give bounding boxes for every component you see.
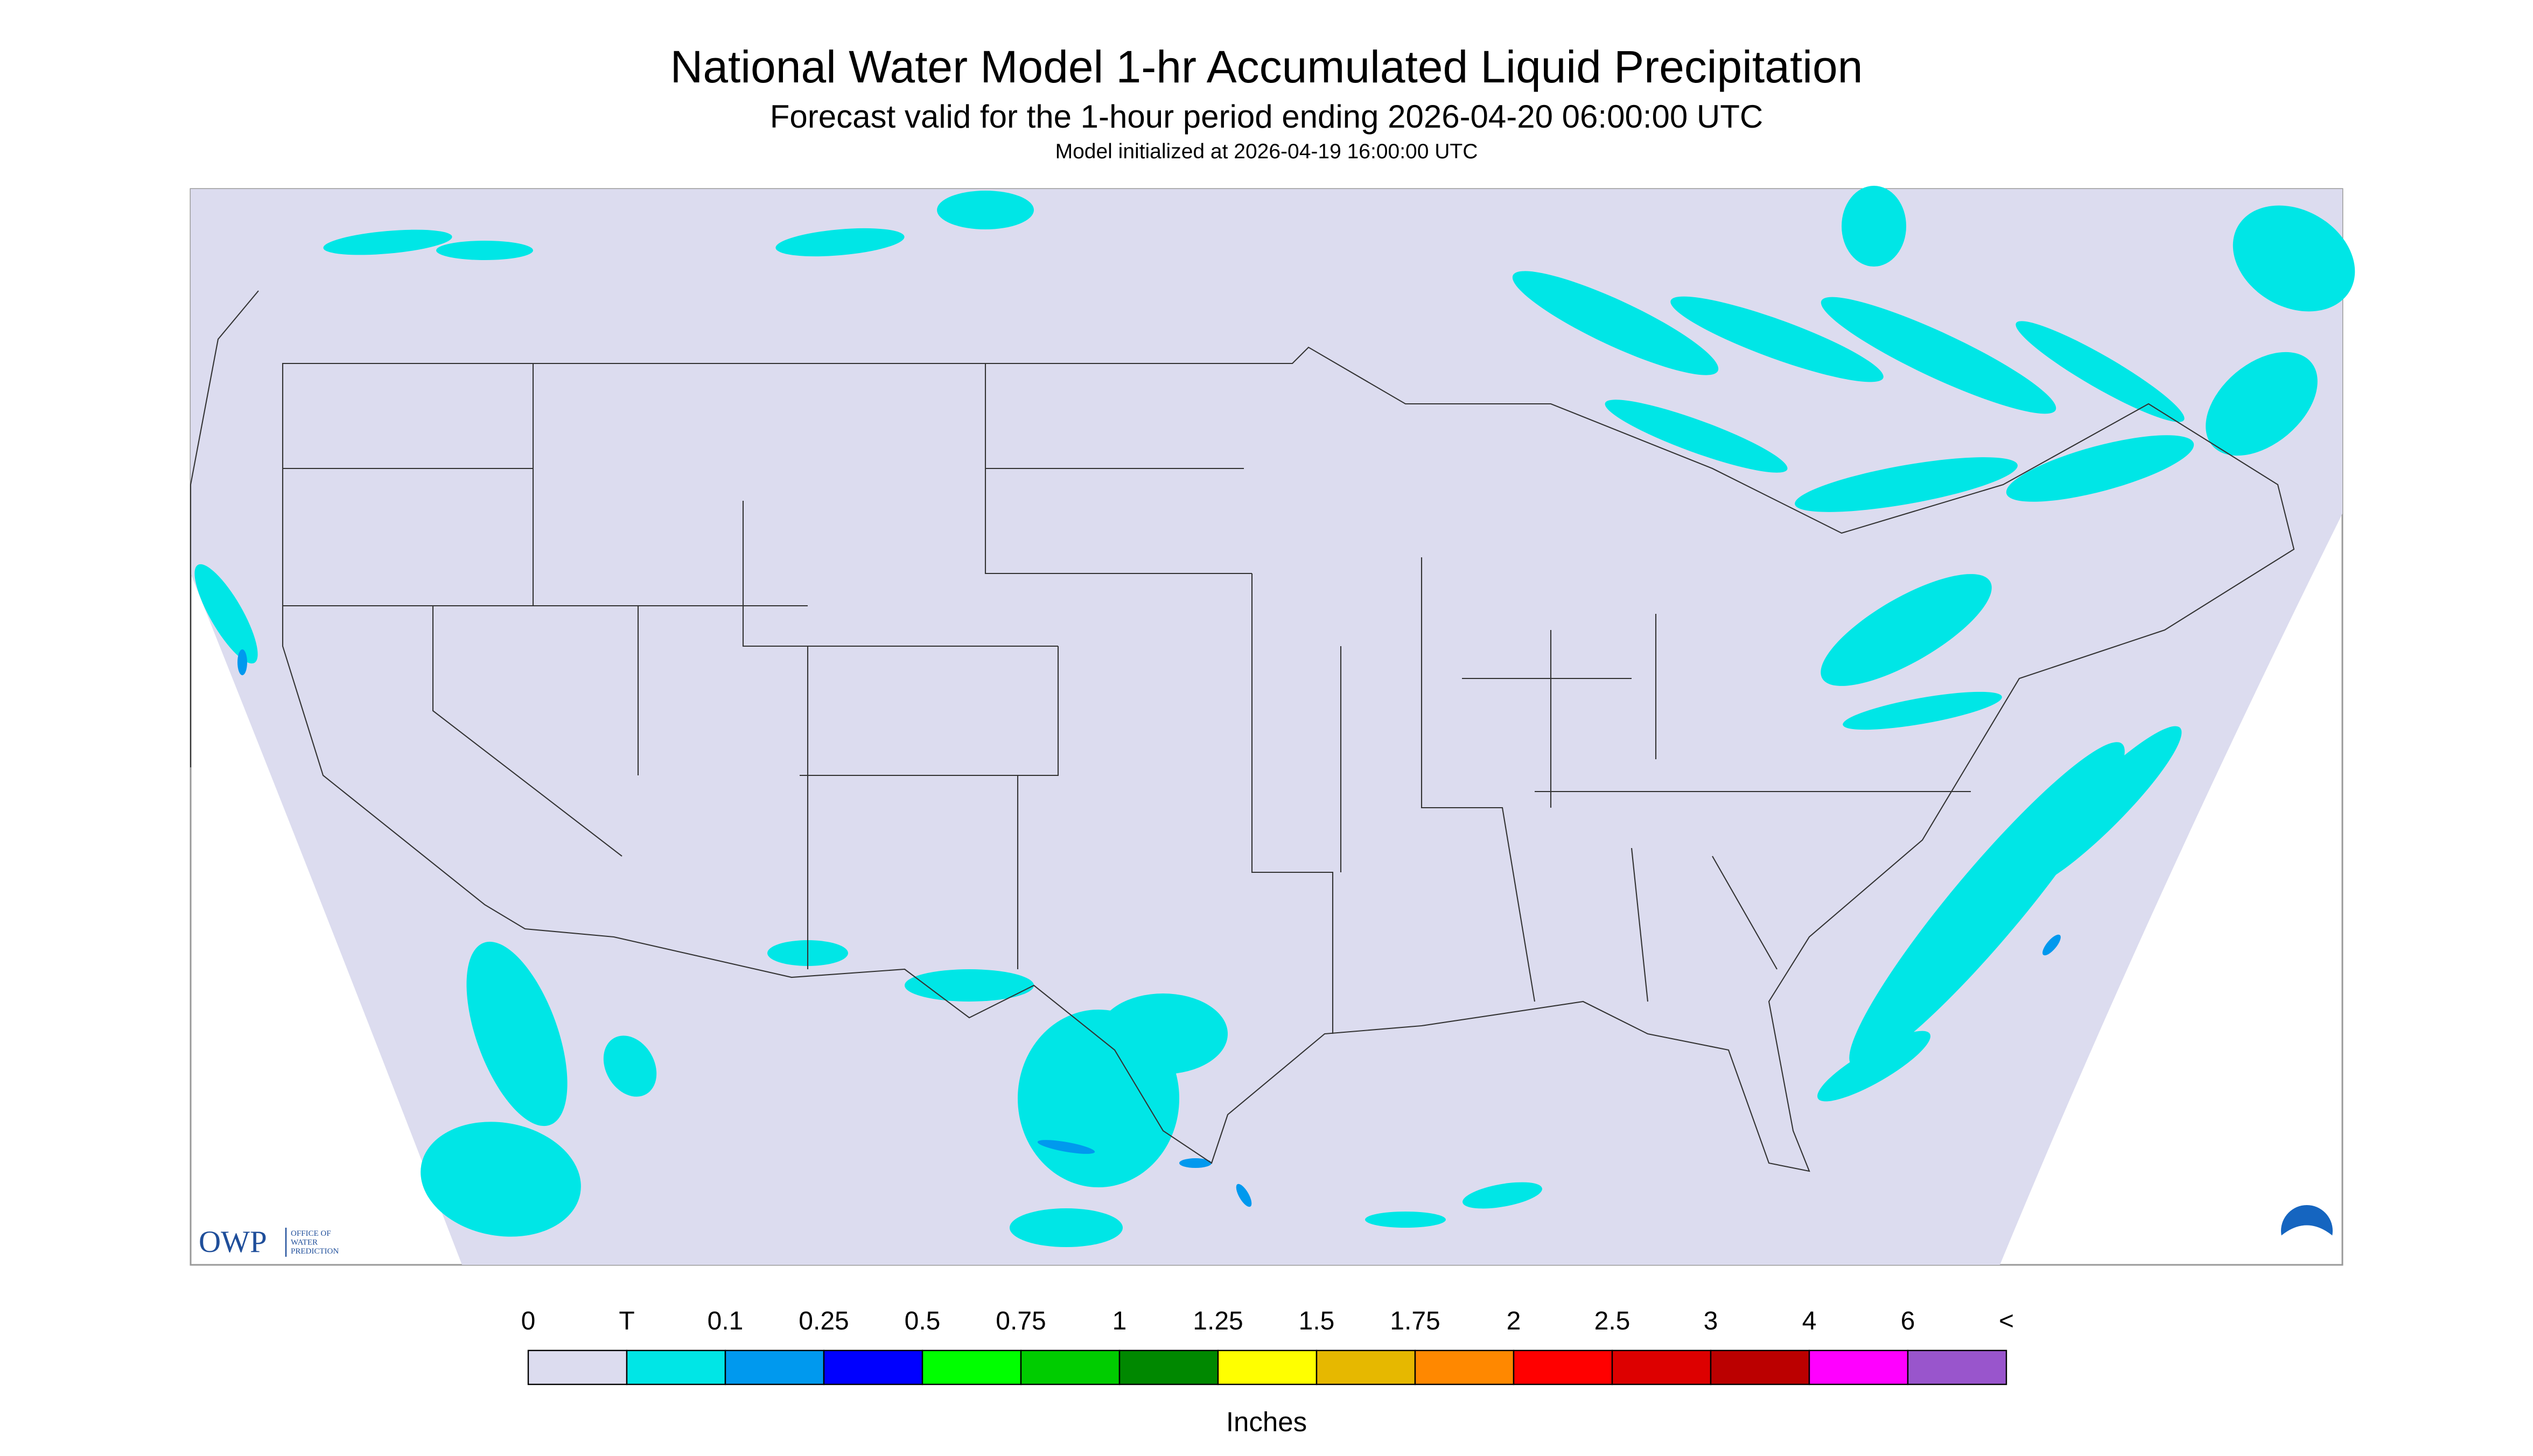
legend-label: 0.1 — [708, 1307, 744, 1335]
init-note: Model initialized at 2026-04-19 16:00:00… — [1055, 140, 1478, 163]
legend: Inches 0 T 0.1 0.25 0.5 0.75 1 1.25 1.5 1.75 2 2.5 3… — [521, 1307, 2014, 1437]
precip-area — [1605, 400, 1788, 473]
logo-subtext: OFFICE OF — [291, 1229, 331, 1238]
precip-area — [1098, 993, 1228, 1075]
precip-area — [2233, 205, 2355, 312]
precip-area — [421, 1122, 581, 1237]
precip-area-heavy — [1236, 1184, 1252, 1207]
precip-area — [1670, 296, 1884, 382]
precip-area — [1365, 1212, 1446, 1228]
model-domain — [191, 189, 2342, 1265]
precip-area — [1010, 1208, 1123, 1248]
legend-swatch — [1020, 1349, 1121, 1385]
legend-swatch — [1414, 1349, 1515, 1385]
legend-swatch — [1513, 1349, 1613, 1385]
precip-area — [603, 1035, 657, 1097]
legend-swatch — [1316, 1349, 1416, 1385]
precip-area — [2018, 726, 2182, 890]
precip-area-heavy — [2042, 934, 2061, 956]
precip-area — [937, 191, 1034, 230]
precip-area — [1512, 271, 1719, 375]
precip-area-heavy — [1179, 1158, 1212, 1168]
legend-swatch — [724, 1349, 825, 1385]
title: National Water Model 1-hr Accumulated Li… — [670, 41, 1863, 92]
precip-area — [1795, 457, 2018, 512]
logo-text: OWP — [199, 1225, 267, 1259]
precip-area — [1817, 1031, 1930, 1102]
legend-swatch — [823, 1349, 923, 1385]
legend-swatch — [1611, 1349, 1712, 1385]
precip-area — [905, 969, 1034, 1002]
legend-label: 1.75 — [1390, 1307, 1440, 1335]
legend-label: 0.5 — [905, 1307, 941, 1335]
legend-swatch — [527, 1349, 628, 1385]
legend-label: 1.25 — [1193, 1307, 1243, 1335]
legend-label: < — [1999, 1307, 2014, 1335]
precip-area-heavy — [237, 649, 247, 676]
map — [190, 186, 2355, 1266]
legend-swatch — [1907, 1349, 2007, 1385]
precip-area — [436, 241, 533, 261]
legend-label: T — [619, 1307, 634, 1335]
precip-area — [466, 941, 568, 1126]
precip-area — [1843, 691, 2002, 730]
legend-swatch — [1217, 1349, 1318, 1385]
legend-label: 0 — [521, 1307, 536, 1335]
precip-area — [1463, 1182, 1542, 1209]
legend-label: 2 — [1507, 1307, 1521, 1335]
legend-swatch — [626, 1349, 726, 1385]
legend-label: 3 — [1704, 1307, 1718, 1335]
precip-area — [1821, 574, 1992, 686]
legend-swatch — [1710, 1349, 1810, 1385]
precip-areas — [194, 186, 2355, 1248]
legend-unit: Inches — [1226, 1406, 1307, 1437]
precip-area — [2016, 321, 2185, 422]
legend-label: 1.5 — [1299, 1307, 1335, 1335]
subtitle: Forecast valid for the 1-hour period end… — [770, 99, 1763, 135]
noaa-logo-wave — [2281, 1225, 2333, 1262]
legend-label: 4 — [1802, 1307, 1817, 1335]
legend-swatch — [921, 1349, 1022, 1385]
legend-label: 1 — [1112, 1307, 1127, 1335]
legend-label: 2.5 — [1594, 1307, 1631, 1335]
borders — [190, 290, 2295, 1172]
legend-swatch — [1118, 1349, 1219, 1385]
precip-area — [194, 564, 258, 664]
precip-area-heavy — [1037, 1140, 1095, 1154]
precip-area — [775, 228, 905, 257]
precip-area — [323, 229, 452, 255]
logo-subtext: WATER — [291, 1238, 318, 1247]
legend-label: 6 — [1901, 1307, 1915, 1335]
precip-area — [2006, 435, 2194, 502]
legend-label: 0.25 — [799, 1307, 849, 1335]
legend-swatch — [1808, 1349, 1909, 1385]
legend-label: 0.75 — [996, 1307, 1046, 1335]
precip-area — [1842, 186, 1906, 267]
logo-subtext: PREDICTION — [291, 1247, 339, 1256]
precip-area — [1821, 297, 2056, 414]
precip-area — [2206, 352, 2318, 456]
